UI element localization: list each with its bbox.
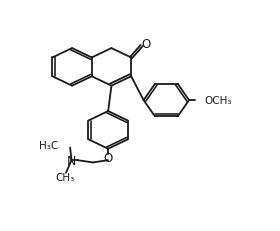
Text: O: O [104,151,113,164]
Text: OCH₃: OCH₃ [204,96,232,106]
Text: N: N [67,154,76,167]
Text: O: O [141,38,151,51]
Text: H₃C: H₃C [39,141,59,151]
Text: CH₃: CH₃ [55,173,74,182]
